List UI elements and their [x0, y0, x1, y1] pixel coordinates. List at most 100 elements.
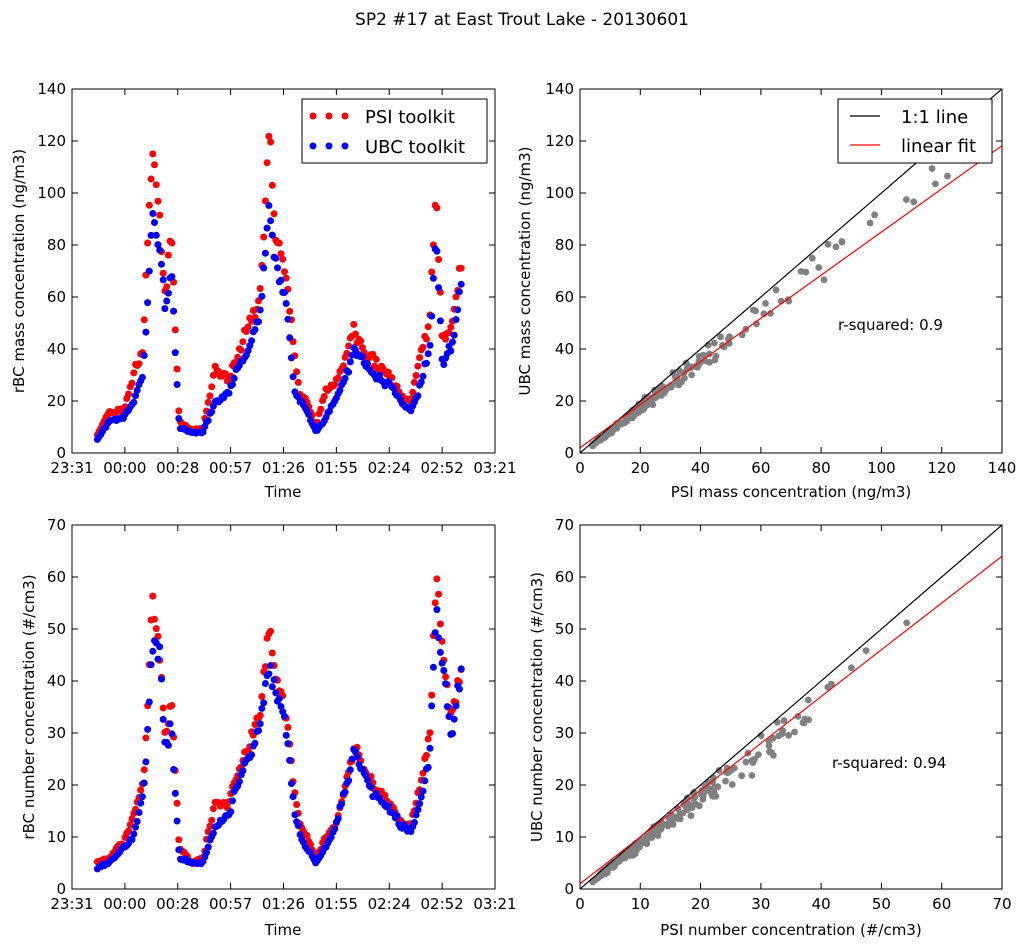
- psi-point: [284, 723, 292, 731]
- psi-point: [261, 663, 269, 671]
- ubc-point: [263, 224, 271, 232]
- corr-point: [695, 357, 703, 365]
- ubc-point: [440, 667, 448, 674]
- psi-point: [151, 161, 158, 169]
- x-tick-label: 80: [812, 459, 831, 477]
- corr-point: [820, 276, 828, 284]
- psi-point: [433, 575, 441, 583]
- x-tick-label: 23:31: [50, 895, 93, 913]
- ubc-point: [294, 822, 302, 830]
- ubc-point: [267, 217, 275, 225]
- corr-point: [649, 401, 657, 409]
- ubc-point: [268, 231, 276, 239]
- psi-point: [154, 197, 162, 205]
- corr-point: [658, 390, 666, 398]
- legend-psi-marker: [341, 112, 349, 120]
- ubc-point: [161, 305, 169, 313]
- panel-number-corr: 0 10 20 30 40 50 60 70 0 10 20 30 40 50 60 70 r-squared…: [528, 516, 1012, 939]
- psi-point: [251, 721, 259, 728]
- ubc-point: [255, 727, 262, 735]
- corr-point: [742, 758, 750, 766]
- mass-time-legend: PSI toolkit UBC toolkit: [301, 98, 488, 164]
- psi-point: [209, 805, 217, 813]
- psi-point: [431, 599, 439, 607]
- ubc-point: [353, 753, 361, 761]
- ubc-point: [258, 704, 266, 712]
- ubc-point: [133, 386, 141, 394]
- ubc-point: [412, 811, 420, 819]
- ubc-point: [348, 351, 356, 359]
- number-corr-xlabel: PSI number concentration (#/cm3): [660, 921, 921, 939]
- corr-point: [699, 796, 707, 803]
- ubc-point: [436, 648, 444, 656]
- corr-point: [903, 196, 910, 203]
- ubc-point: [345, 368, 353, 376]
- one-to-one-line: [580, 525, 1002, 889]
- corr-point: [627, 848, 635, 856]
- corr-point: [932, 180, 939, 188]
- mass-corr-marks: [580, 89, 1002, 453]
- ubc-point: [260, 699, 268, 707]
- psi-point: [447, 323, 455, 331]
- psi-point: [147, 175, 155, 183]
- number-time-ylabel: rBC number concentration (#/cm3): [20, 574, 38, 839]
- mass-time-xlabel: Time: [264, 483, 302, 501]
- ubc-point: [426, 744, 434, 752]
- psi-point: [384, 368, 392, 376]
- ubc-point: [287, 780, 295, 787]
- ubc-point: [450, 715, 458, 723]
- ubc-point: [433, 606, 441, 614]
- corr-point: [762, 300, 769, 307]
- corr-point: [728, 781, 736, 788]
- corr-point: [687, 812, 695, 819]
- ubc-point: [164, 289, 172, 297]
- ubc-point: [166, 720, 174, 728]
- ubc-point: [173, 381, 181, 388]
- corr-point: [944, 172, 951, 180]
- number-corr-ylabel: UBC number concentration (#/cm3): [528, 572, 546, 842]
- ubc-point: [163, 297, 171, 305]
- ubc-point: [416, 800, 424, 808]
- corr-point: [871, 211, 878, 219]
- ubc-point: [376, 371, 384, 379]
- ubc-point: [305, 411, 313, 418]
- x-tick-label: 60: [932, 895, 951, 913]
- ubc-point: [235, 778, 243, 786]
- ubc-point: [338, 800, 346, 808]
- ubc-point: [428, 312, 436, 320]
- y-tick-label: 40: [47, 672, 66, 690]
- psi-point: [442, 335, 450, 343]
- ubc-point: [289, 373, 297, 381]
- y-tick-label: 70: [47, 516, 66, 534]
- psi-point: [286, 307, 294, 315]
- psi-point: [168, 702, 176, 709]
- psi-point: [457, 264, 465, 272]
- ubc-point: [417, 378, 425, 386]
- psi-point: [163, 283, 171, 291]
- ubc-point: [156, 246, 164, 254]
- ubc-point: [251, 739, 259, 747]
- corr-point: [768, 749, 775, 756]
- x-tick-label: 01:26: [262, 895, 305, 913]
- corr-point: [712, 352, 720, 360]
- x-tick-label: 0: [575, 895, 585, 913]
- psi-point: [279, 255, 287, 263]
- number-time-xlabel: Time: [264, 921, 302, 939]
- ubc-point: [393, 812, 401, 820]
- ubc-point: [270, 676, 278, 684]
- corr-point: [711, 784, 719, 791]
- psi-point: [372, 355, 380, 363]
- psi-point: [424, 735, 432, 743]
- x-tick-label: 140: [988, 459, 1017, 477]
- ubc-point: [435, 284, 443, 292]
- ubc-point: [419, 372, 427, 380]
- psi-point: [128, 379, 136, 387]
- number-corr-annotation: r-squared: 0.94: [832, 754, 946, 772]
- y-tick-label: 60: [47, 568, 66, 586]
- psi-point: [260, 233, 268, 241]
- psi-point: [208, 816, 216, 824]
- ubc-point: [417, 793, 425, 801]
- x-tick-label: 02:52: [421, 459, 464, 477]
- ubc-point: [275, 695, 283, 703]
- psi-point: [381, 791, 389, 799]
